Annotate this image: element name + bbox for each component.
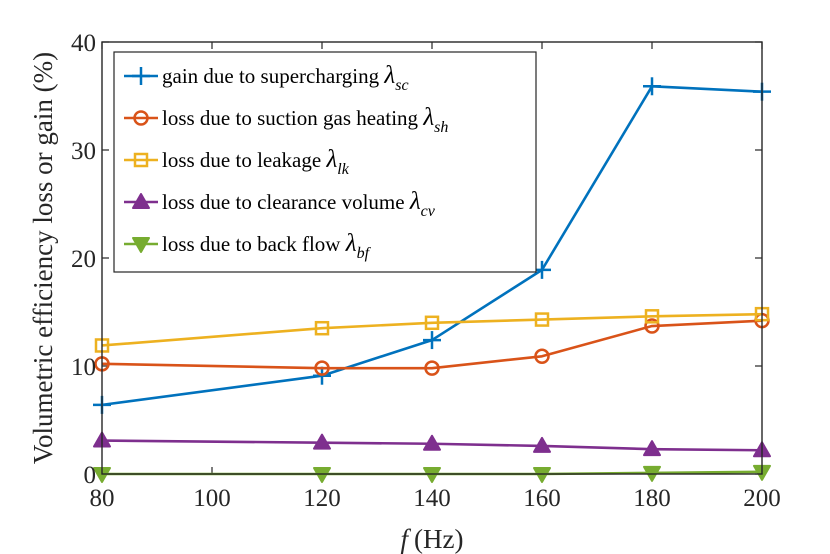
series-line-lk	[101, 312, 763, 347]
legend-entry-sh: loss due to suction gas heating λsh	[124, 104, 448, 136]
y-tick-label: 30	[71, 138, 96, 165]
data-point-bf	[533, 467, 551, 483]
x-axis-label: f (Hz)	[401, 524, 464, 554]
data-point-sc	[643, 77, 661, 96]
data-point-sh	[534, 348, 550, 365]
legend-symbol: λ	[409, 188, 421, 215]
series-line-cv	[101, 439, 763, 452]
series-cv	[93, 431, 771, 458]
data-point-lk	[534, 312, 550, 327]
y-tick-label: 20	[71, 246, 96, 273]
data-point-cv	[313, 433, 331, 450]
legend-subscript: cv	[421, 203, 436, 220]
x-axis-variable: f	[401, 524, 412, 554]
x-tick-label: 100	[193, 485, 231, 512]
series-sh	[94, 312, 770, 376]
x-tick-label: 120	[303, 485, 341, 512]
y-tick-label: 40	[71, 30, 96, 57]
x-axis-unit: (Hz)	[414, 524, 463, 554]
data-point-lk	[644, 309, 660, 324]
data-point-bf	[313, 467, 331, 483]
data-point-lk	[424, 315, 440, 331]
data-point-cv	[643, 440, 661, 457]
legend-marker	[132, 193, 150, 209]
legend-marker	[132, 237, 150, 253]
legend-label: loss due to leakage λlk	[162, 146, 350, 178]
legend-symbol: λ	[345, 230, 357, 257]
legend-subscript: lk	[337, 161, 349, 178]
legend-symbol: λ	[325, 146, 337, 173]
data-point-cv	[423, 434, 441, 451]
legend-label: gain due to supercharging λsc	[162, 62, 409, 94]
legend-label: loss due to suction gas heating λsh	[162, 104, 448, 136]
x-tick-label: 160	[523, 485, 561, 512]
tick-labels: 80 100 120 140 160 180 200 0 10 20 30 40	[71, 30, 781, 512]
legend-entry-lk: loss due to leakage λlk	[124, 146, 350, 178]
data-point-cv	[533, 436, 551, 453]
series-line-sh	[101, 319, 763, 370]
data-point-sh	[644, 318, 660, 334]
series-line-sc	[101, 84, 763, 407]
legend-entry-sc: gain due to supercharging λsc	[124, 62, 409, 94]
axes-box	[101, 41, 763, 475]
x-tick-label: 80	[90, 485, 115, 512]
y-tick-label: 10	[71, 354, 96, 381]
legend-entry-bf: loss due to back flow λbf	[124, 230, 372, 262]
legend-subscript: sc	[395, 77, 408, 94]
x-tick-label: 180	[633, 485, 671, 512]
legend-marker	[132, 67, 150, 85]
legend-label: loss due to back flow λbf	[162, 230, 372, 262]
legend-label: loss due to clearance volume λcv	[162, 188, 436, 220]
data-point-lk	[314, 320, 330, 336]
y-axis-label: Volumetric efficiency loss or gain (%)	[28, 52, 58, 464]
legend-marker	[133, 152, 149, 168]
y-tick-label: 0	[84, 462, 97, 489]
legend-name: gain due to supercharging	[162, 64, 384, 88]
x-tick-label: 140	[413, 485, 451, 512]
legend-subscript: sh	[434, 119, 448, 136]
data-point-bf	[423, 467, 441, 483]
data-point-sh	[314, 360, 330, 376]
legend-subscript: bf	[357, 245, 372, 262]
legend-name: loss due to clearance volume	[162, 190, 410, 214]
legend-box	[113, 51, 537, 273]
legend-symbol: λ	[383, 62, 395, 89]
data-point-sc	[423, 331, 441, 350]
x-tick-label: 200	[743, 485, 781, 512]
legend-entry-cv: loss due to clearance volume λcv	[124, 188, 436, 220]
legend-name: loss due to back flow	[162, 232, 346, 256]
legend-name: loss due to leakage	[162, 148, 326, 172]
legend-marker	[133, 110, 149, 126]
legend-symbol: λ	[422, 104, 434, 131]
legend-name: loss due to suction gas heating	[162, 106, 423, 130]
data-point-sh	[424, 360, 440, 376]
